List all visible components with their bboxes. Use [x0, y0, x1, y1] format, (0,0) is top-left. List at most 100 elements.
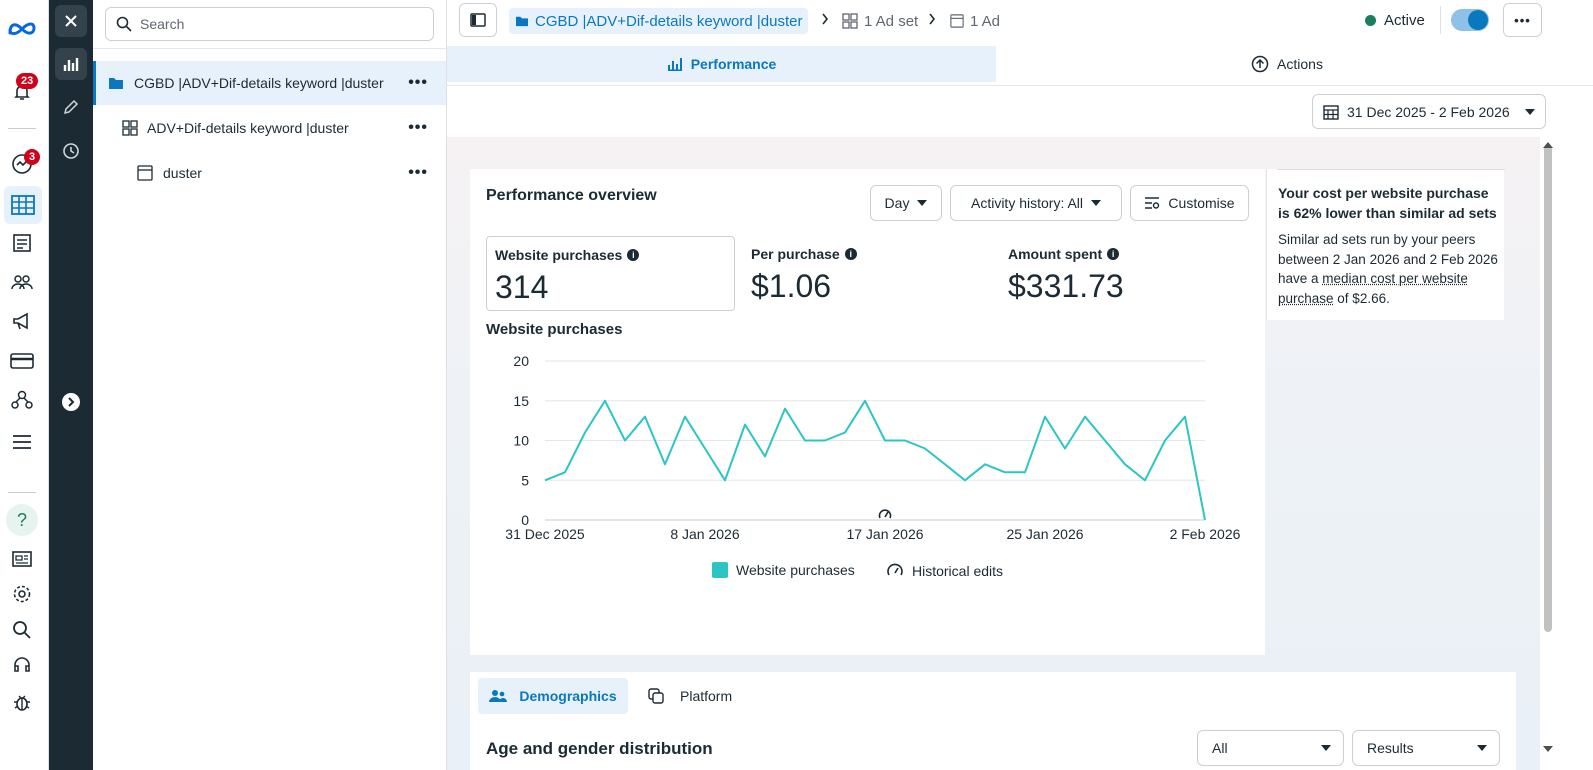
- breadcrumb-campaign-label: CGBD |ADV+Dif-details keyword |duster: [535, 12, 803, 30]
- audiences-icon[interactable]: [8, 268, 36, 296]
- breadcrumb-campaign[interactable]: CGBD |ADV+Dif-details keyword |duster: [509, 8, 809, 34]
- y-tick-label: 10: [513, 433, 529, 449]
- breadcrumb-ad-label: 1 Ad: [970, 12, 1001, 30]
- activity-history-dropdown[interactable]: Activity history: All: [950, 185, 1122, 221]
- performance-overview-card: Performance overview Day Activity histor…: [470, 169, 1265, 655]
- more-options-icon: •••: [1514, 12, 1531, 28]
- news-icon[interactable]: [8, 545, 36, 573]
- median-cost-link[interactable]: median cost per website purchase: [1278, 271, 1468, 306]
- performance-chart-icon[interactable]: [55, 48, 87, 80]
- caret-down-icon: [1321, 745, 1331, 751]
- breakdown-card: Demographics Platform Age and gender dis…: [470, 672, 1516, 770]
- close-icon[interactable]: [55, 5, 87, 37]
- app-rail: 23 3 ?: [0, 0, 49, 770]
- breadcrumb-ad[interactable]: 1 Ad: [950, 8, 1000, 34]
- meta-logo-icon[interactable]: [6, 14, 38, 42]
- gauge-icon: [887, 563, 903, 576]
- tab-platform-label: Platform: [680, 688, 733, 704]
- megaphone-icon[interactable]: [8, 307, 36, 335]
- tab-performance-label: Performance: [690, 56, 777, 72]
- info-icon[interactable]: i: [627, 249, 640, 261]
- filter-label: Results: [1367, 740, 1414, 756]
- tab-actions[interactable]: Actions: [1227, 46, 1347, 82]
- audience-filter-dropdown[interactable]: All: [1197, 730, 1344, 766]
- ad-window-icon: [137, 165, 153, 181]
- customise-label: Customise: [1168, 195, 1235, 211]
- billing-card-icon[interactable]: [8, 347, 36, 375]
- metric-value: $331.73: [1008, 268, 1124, 304]
- date-range-picker[interactable]: 31 Dec 2025 - 2 Feb 2026: [1312, 94, 1546, 129]
- people-icon: [489, 690, 508, 702]
- chevron-right-icon: [822, 13, 829, 25]
- tab-performance[interactable]: Performance: [447, 46, 996, 82]
- tab-platform[interactable]: Platform: [648, 678, 732, 714]
- granularity-label: Day: [884, 195, 910, 211]
- more-actions-button[interactable]: •••: [1503, 3, 1542, 37]
- tab-actions-label: Actions: [1277, 56, 1323, 72]
- chart-title: Website purchases: [486, 321, 623, 338]
- tree-item-campaign[interactable]: CGBD |ADV+Dif-details keyword |duster ••…: [93, 61, 446, 105]
- customise-button[interactable]: Customise: [1130, 185, 1249, 221]
- tree-item-adset[interactable]: ADV+Dif-details keyword |duster •••: [93, 106, 446, 150]
- help-icon[interactable]: ?: [6, 504, 38, 536]
- bug-report-icon[interactable]: [8, 688, 36, 716]
- metric-website-purchases[interactable]: Website purchases i 314: [486, 236, 735, 311]
- insight-body: Similar ad sets run by your peers betwee…: [1278, 232, 1498, 306]
- divider: [93, 48, 446, 49]
- business-settings-icon[interactable]: [8, 386, 36, 414]
- x-tick-label: 25 Jan 2026: [1006, 526, 1083, 542]
- search-icon[interactable]: [8, 616, 36, 644]
- expand-chevron-icon[interactable]: [55, 386, 87, 418]
- series-line: [544, 399, 1206, 521]
- scrollbar[interactable]: [1544, 145, 1552, 632]
- status-dot: [1365, 15, 1376, 26]
- legend-label: Website purchases: [736, 562, 855, 578]
- all-tools-menu-icon[interactable]: [8, 428, 36, 456]
- more-options-icon[interactable]: •••: [408, 74, 428, 91]
- metric-value: $1.06: [751, 268, 832, 304]
- insight-title: Your cost per website purchase is 62% lo…: [1278, 185, 1497, 221]
- legend-swatch: [712, 562, 728, 578]
- toggle-sidebar-button[interactable]: [459, 3, 497, 37]
- caret-down-icon: [1525, 108, 1535, 115]
- sidebar-panel-icon: [470, 13, 486, 27]
- breadcrumb-adset[interactable]: 1 Ad set: [842, 8, 918, 34]
- scroll-up-arrow-icon[interactable]: [1543, 142, 1553, 148]
- filter-label: All: [1212, 740, 1228, 756]
- history-clock-icon[interactable]: [55, 135, 87, 167]
- insight-card: Your cost per website purchase is 62% lo…: [1266, 169, 1505, 320]
- tree-item-ad[interactable]: duster •••: [93, 151, 446, 195]
- more-options-icon[interactable]: •••: [408, 119, 428, 136]
- messages-badge: 3: [24, 149, 41, 165]
- rail-divider: [8, 128, 36, 129]
- legend-historical-edits[interactable]: Historical edits: [886, 562, 1003, 580]
- tab-demographics[interactable]: Demographics: [478, 678, 628, 714]
- metric-label: Amount spent: [1008, 246, 1103, 262]
- tree-search-input[interactable]: [140, 16, 420, 32]
- caret-down-icon: [917, 200, 928, 206]
- metric-per-purchase[interactable]: Per purchase i $1.06: [743, 236, 992, 311]
- tree-search-box[interactable]: [105, 7, 434, 41]
- granularity-dropdown[interactable]: Day: [870, 185, 942, 221]
- settings-gear-icon[interactable]: [8, 580, 36, 608]
- date-range-label: 31 Dec 2025 - 2 Feb 2026: [1347, 103, 1510, 120]
- metric-filter-dropdown[interactable]: Results: [1352, 730, 1500, 766]
- bar-chart-icon: [667, 58, 682, 71]
- active-toggle[interactable]: [1451, 9, 1489, 31]
- pages-icon[interactable]: [8, 229, 36, 257]
- website-purchases-line-chart: 0 5 10 15 20 31 Dec 2025 8 Jan 2026 17 Jan 2026…: [505, 353, 1240, 542]
- ads-manager-table-icon[interactable]: [4, 186, 42, 224]
- more-options-icon[interactable]: •••: [408, 164, 428, 181]
- info-icon[interactable]: i: [1107, 248, 1120, 260]
- tab-bar: Performance Actions: [447, 46, 1593, 86]
- y-tick-label: 5: [521, 472, 529, 488]
- metric-amount-spent[interactable]: Amount spent i $331.73: [1000, 236, 1249, 311]
- tab-demographics-label: Demographics: [519, 688, 617, 704]
- legend-website-purchases[interactable]: Website purchases: [712, 562, 855, 578]
- scroll-down-arrow-icon[interactable]: [1543, 746, 1553, 752]
- edit-pencil-icon[interactable]: [55, 91, 87, 123]
- metric-value: 314: [495, 269, 549, 305]
- status-indicator: Active: [1365, 12, 1425, 29]
- info-icon[interactable]: i: [844, 248, 857, 260]
- support-headset-icon[interactable]: [8, 651, 36, 679]
